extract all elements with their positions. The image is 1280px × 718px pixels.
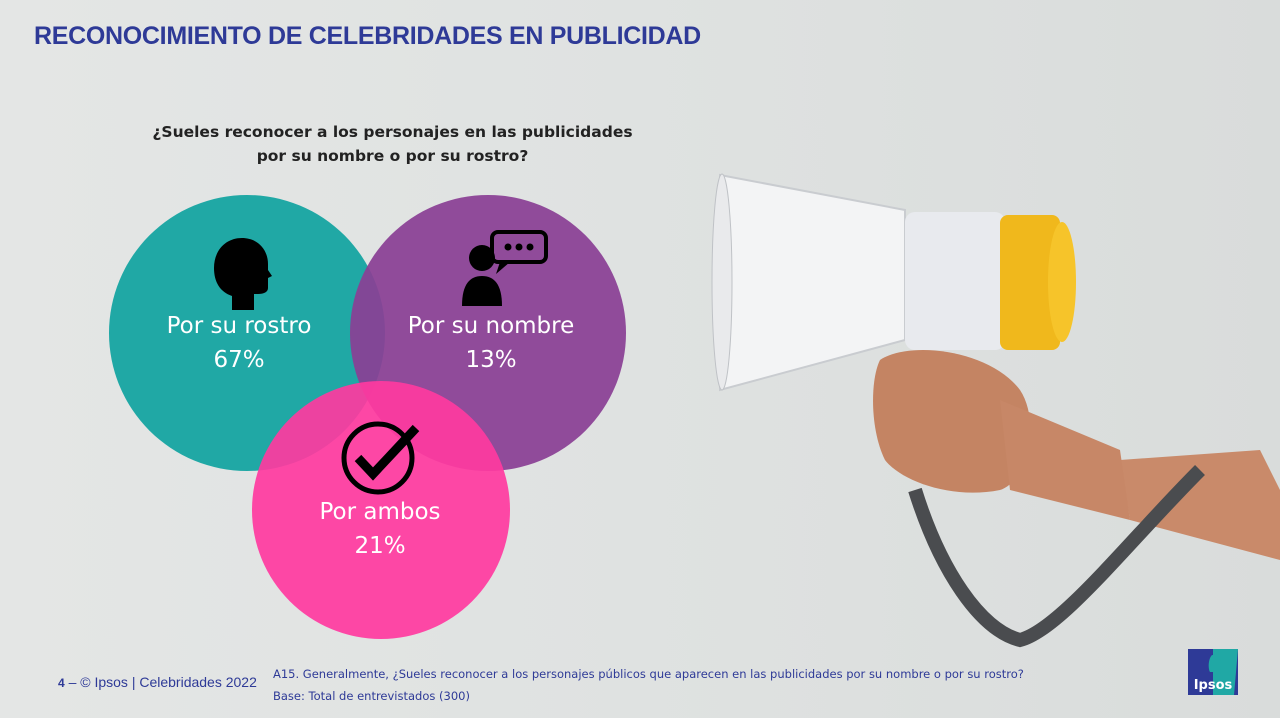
label-nombre-text: Por su nombre bbox=[407, 313, 575, 339]
question-line-2: por su nombre o por su rostro? bbox=[256, 147, 529, 165]
svg-text:Ipsos: Ipsos bbox=[1194, 678, 1233, 693]
value-rostro: 67% bbox=[213, 347, 265, 373]
label-nombre: Por su nombre 13% bbox=[391, 309, 591, 377]
label-ambos-text: Por ambos bbox=[319, 499, 441, 525]
person-speech-bubble-icon bbox=[462, 230, 548, 306]
question-line-1: ¿Sueles reconocer a los personajes en la… bbox=[152, 123, 633, 141]
footer-copyright: 4 – © Ipsos | Celebridades 2022 bbox=[58, 674, 257, 690]
label-ambos: Por ambos 21% bbox=[280, 495, 480, 563]
label-rostro: Por su rostro 67% bbox=[139, 309, 339, 377]
page-number: 4 bbox=[58, 676, 65, 690]
copyright-text: © Ipsos | Celebridades 2022 bbox=[80, 674, 257, 690]
footnote-base: Base: Total de entrevistados (300) bbox=[273, 689, 470, 703]
footer-note: A15. Generalmente, ¿Sueles reconocer a l… bbox=[273, 663, 1024, 707]
megaphone-hand-image bbox=[711, 173, 1280, 648]
head-silhouette-icon bbox=[214, 238, 272, 310]
value-nombre: 13% bbox=[465, 347, 517, 373]
checkmark-circle-icon bbox=[341, 421, 420, 495]
footnote-question: A15. Generalmente, ¿Sueles reconocer a l… bbox=[273, 667, 1024, 681]
label-rostro-text: Por su rostro bbox=[166, 313, 312, 339]
page-title: RECONOCIMIENTO DE CELEBRIDADES EN PUBLIC… bbox=[34, 22, 701, 50]
value-ambos: 21% bbox=[354, 533, 406, 559]
question-text: ¿Sueles reconocer a los personajes en la… bbox=[150, 120, 635, 168]
ipsos-logo: Ipsos bbox=[1188, 649, 1238, 695]
